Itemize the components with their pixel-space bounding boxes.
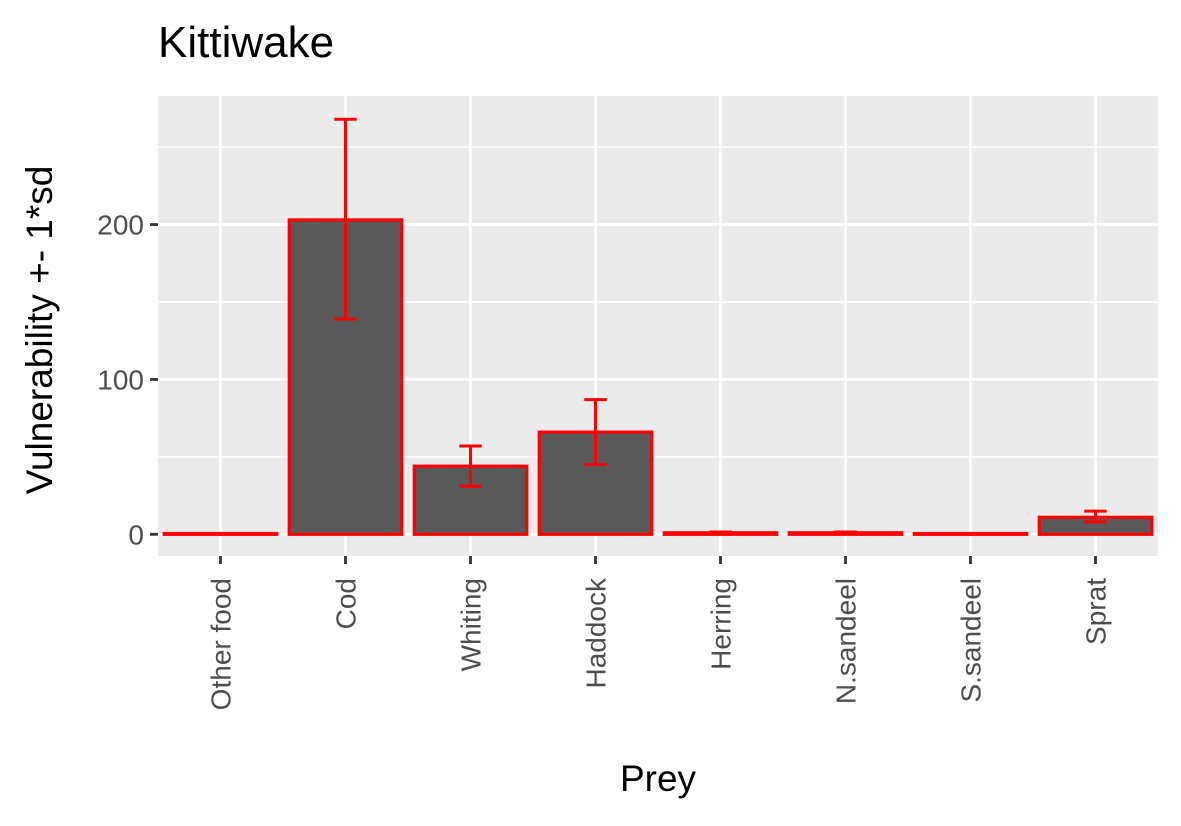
error-bar bbox=[1084, 509, 1107, 524]
error-bar bbox=[834, 530, 857, 535]
error-bars bbox=[209, 117, 1107, 536]
x-tick-label: Whiting bbox=[456, 578, 487, 671]
x-tick-label: Herring bbox=[706, 578, 737, 670]
x-axis-label: Prey bbox=[619, 758, 697, 799]
error-bar bbox=[334, 117, 357, 321]
chart-title: Kittiwake bbox=[158, 18, 335, 67]
y-tick-label: 200 bbox=[97, 210, 144, 241]
y-tick-label: 100 bbox=[97, 364, 144, 395]
bar-cod bbox=[287, 218, 404, 536]
y-tick-label: 0 bbox=[128, 519, 144, 550]
error-bar bbox=[709, 530, 732, 535]
x-tick-label: Cod bbox=[331, 578, 362, 629]
x-tick-label: Haddock bbox=[581, 577, 612, 689]
x-tick-label: Other food bbox=[206, 578, 237, 710]
axes: 0 100 200 Other food Cod Whiting Haddock Herrin… bbox=[97, 210, 1111, 711]
x-tick-label: N.sandeel bbox=[831, 578, 862, 704]
error-bar bbox=[459, 444, 482, 488]
x-tick-label: S.sandeel bbox=[956, 578, 987, 703]
x-tick-label: Sprat bbox=[1081, 578, 1112, 645]
error-bar bbox=[584, 398, 607, 467]
